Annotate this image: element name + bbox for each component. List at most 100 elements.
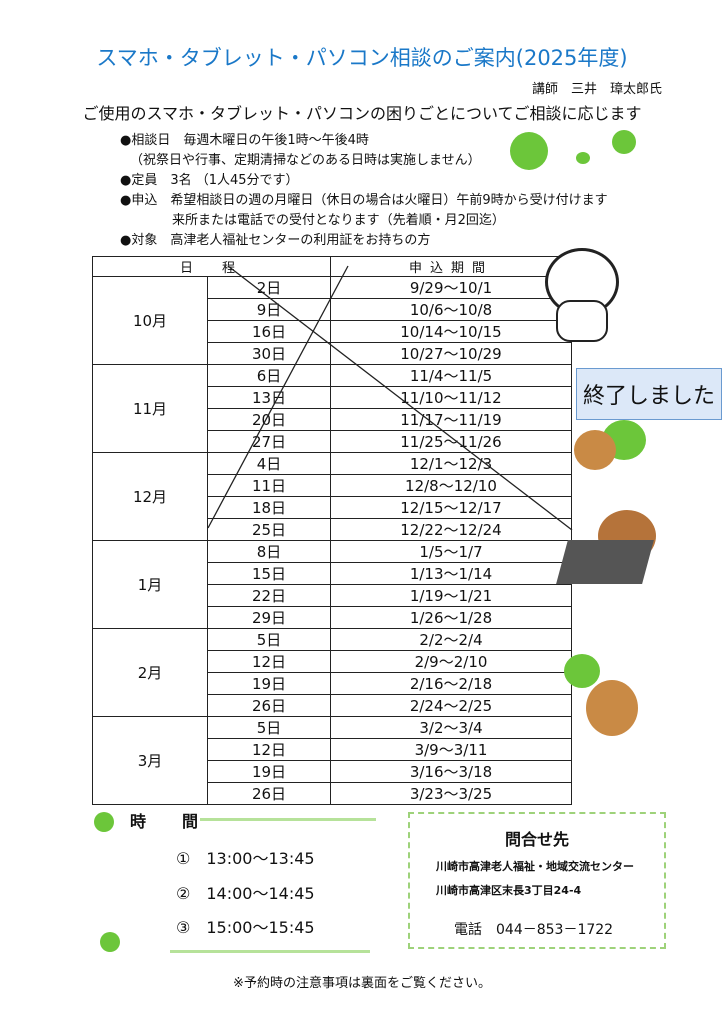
period-cell: 1/5～1/7: [330, 540, 572, 563]
period-cell: 12/15～12/17: [330, 496, 572, 519]
date-cell: 5日: [207, 628, 331, 651]
period-cell: 11/10～11/12: [330, 386, 572, 409]
period-cell: 1/26～1/28: [330, 606, 572, 629]
bullet-date-note: （祝祭日や行事、定期清掃などのある日時は実施しません）: [130, 153, 481, 168]
date-cell: 26日: [207, 694, 331, 717]
date-cell: 30日: [207, 342, 331, 365]
date-cell: 11日: [207, 474, 331, 497]
date-cell: 25日: [207, 518, 331, 541]
header-schedule: 日 程: [92, 256, 331, 277]
table-row: 12月 4日 12/1～12/3: [92, 452, 572, 541]
table-row: 15日 1/13～1/14: [93, 562, 572, 585]
month-cell: 12月: [92, 452, 208, 541]
date-cell: 15日: [207, 562, 331, 585]
table-row: 22日 1/19～1/21: [93, 584, 572, 607]
period-cell: 12/22～12/24: [330, 518, 572, 541]
laptop-icon: [556, 540, 654, 584]
month-cell: 2月: [92, 628, 208, 717]
month-cell: 3月: [92, 716, 208, 805]
period-cell: 2/16～2/18: [330, 672, 572, 695]
month-cell: 11月: [92, 364, 208, 453]
period-cell: 1/13～1/14: [330, 562, 572, 585]
table-row: 2月 5日 2/2～2/4: [92, 628, 572, 717]
table-row: 11月 6日 11/4～11/5: [92, 364, 572, 453]
date-cell: 18日: [207, 496, 331, 519]
period-cell: 12/1～12/3: [330, 452, 572, 475]
date-cell: 12日: [207, 738, 331, 761]
table-row: 1月 8日 1/5～1/7: [92, 540, 572, 629]
bullet-capacity: ●定員 3名 （1人45分です）: [120, 173, 299, 188]
footer-note: ※予約時の注意事項は裏面をご覧ください。: [233, 976, 491, 991]
date-cell: 6日: [207, 364, 331, 387]
date-cell: 19日: [207, 760, 331, 783]
contact-name: 川崎市高津老人福祉・地域交流センター: [436, 860, 634, 873]
time-slot-3: ③ 15:00～15:45: [176, 918, 315, 937]
contact-box: 問合せ先 川崎市高津老人福祉・地域交流センター 川崎市高津区末長3丁目24-4 …: [408, 812, 666, 949]
contact-phone: 電話 044－853－1722: [454, 922, 614, 938]
period-cell: 3/16～3/18: [330, 760, 572, 783]
ended-label: 終了しました: [576, 368, 722, 420]
contact-heading: 問合せ先: [504, 830, 569, 849]
bullet-date: ●相談日 毎週木曜日の午後1時～午後4時: [120, 133, 369, 148]
date-cell: 27日: [207, 430, 331, 453]
period-cell: 2/24～2/25: [330, 694, 572, 717]
period-cell: 3/23～3/25: [330, 782, 572, 805]
table-row: 10月 2日 9/29～10/1: [92, 276, 572, 365]
date-cell: 12日: [207, 650, 331, 673]
clover-icon: [576, 152, 590, 164]
bullet-target: ●対象 高津老人福祉センターの利用証をお持ちの方: [120, 233, 431, 248]
monkey-icon: [586, 680, 638, 736]
period-cell: 9/29～10/1: [330, 276, 572, 299]
clover-icon: [612, 130, 636, 154]
clover-garland-icon: [200, 818, 376, 821]
panda-body-icon: [556, 300, 608, 342]
date-cell: 5日: [207, 716, 331, 739]
date-cell: 22日: [207, 584, 331, 607]
table-row: 26日 3/23～3/25: [93, 782, 572, 805]
time-slot-2: ② 14:00～14:45: [176, 884, 315, 903]
date-cell: 4日: [207, 452, 331, 475]
date-cell: 16日: [207, 320, 331, 343]
period-cell: 3/9～3/11: [330, 738, 572, 761]
date-cell: 9日: [207, 298, 331, 321]
month-cell: 10月: [92, 276, 208, 365]
table-row: 12日 2/9～2/10: [93, 650, 572, 673]
period-cell: 3/2～3/4: [330, 716, 572, 739]
period-cell: 10/14～10/15: [330, 320, 572, 343]
bullet-apply: ●申込 希望相談日の週の月曜日（休日の場合は火曜日）午前9時から受け付けます: [120, 193, 608, 208]
header-application-period: 申込期間: [330, 256, 572, 277]
subtitle: ご使用のスマホ・タブレット・パソコンの困りごとについてご相談に応じます: [82, 104, 642, 123]
clover-icon: [100, 932, 120, 952]
period-cell: 1/19～1/21: [330, 584, 572, 607]
period-cell: 10/27～10/29: [330, 342, 572, 365]
time-slot-1: ① 13:00～13:45: [176, 849, 315, 868]
date-cell: 2日: [207, 276, 331, 299]
period-cell: 2/9～2/10: [330, 650, 572, 673]
bullet-apply-note: 来所または電話での受付となります（先着順・月2回迄）: [172, 213, 505, 228]
date-cell: 20日: [207, 408, 331, 431]
page-title: スマホ・タブレット・パソコン相談のご案内(2025年度): [96, 46, 628, 70]
period-cell: 2/2～2/4: [330, 628, 572, 651]
month-cell: 1月: [92, 540, 208, 629]
time-heading: 時 間: [130, 812, 209, 831]
date-cell: 8日: [207, 540, 331, 563]
clover-icon: [564, 654, 600, 688]
table-row: 3月 5日 3/2～3/4: [92, 716, 572, 805]
period-cell: 12/8～12/10: [330, 474, 572, 497]
period-cell: 11/4～11/5: [330, 364, 572, 387]
date-cell: 13日: [207, 386, 331, 409]
lecturer: 講師 三井 璋太郎氏: [531, 82, 662, 97]
date-cell: 29日: [207, 606, 331, 629]
schedule-table: 日 程 申込期間 10月 2日 9/29～10/1 9日 10/6～10/8 16日 10/…: [92, 256, 572, 805]
clover-icon: [510, 132, 548, 170]
period-cell: 11/25～11/26: [330, 430, 572, 453]
period-cell: 10/6～10/8: [330, 298, 572, 321]
monkey-icon: [574, 430, 616, 470]
contact-address: 川崎市高津区末長3丁目24-4: [436, 884, 582, 897]
clover-garland-icon: [170, 950, 370, 953]
date-cell: 26日: [207, 782, 331, 805]
table-row: 19日 3/16～3/18: [93, 760, 572, 783]
period-cell: 11/17～11/19: [330, 408, 572, 431]
clover-icon: [94, 812, 114, 832]
